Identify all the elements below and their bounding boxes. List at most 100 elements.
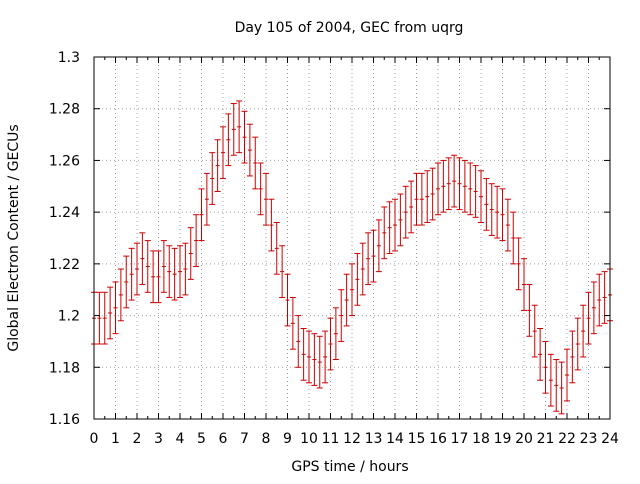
chart-title: Day 105 of 2004, GEC from uqrg [235,20,464,36]
x-tick-label: 1 [111,431,120,447]
x-tick-label: 19 [494,431,512,447]
error-bar [585,291,592,345]
error-bar [451,154,458,208]
y-tick-label: 1.3 [58,50,80,66]
error-bar [134,242,140,296]
x-tick-label: 11 [322,431,340,447]
error-bar [456,157,463,211]
x-tick-label: 4 [176,431,185,447]
x-tick-label: 14 [386,431,404,447]
error-bar [510,211,517,265]
error-bar [365,232,372,286]
error-bar [182,242,189,296]
error-bar [564,348,570,402]
error-bar [596,273,603,327]
x-tick-label: 3 [154,431,163,447]
x-tick-label: 15 [408,431,426,447]
error-bar [472,165,479,218]
error-bar [515,237,522,291]
error-bar [117,268,124,322]
error-bar [311,333,318,386]
error-bar [531,304,538,358]
x-tick-label: 24 [601,431,619,447]
x-tick-label: 0 [90,431,99,447]
error-bar [96,291,103,345]
error-bar [295,315,302,368]
x-tick-label: 7 [240,431,249,447]
error-bar [230,103,237,156]
error-bar [478,170,484,223]
error-bar [590,281,597,335]
error-bar [332,307,339,361]
y-tick-label: 1.18 [49,360,80,376]
x-tick-label: 5 [197,431,206,447]
error-bar [467,162,474,216]
error-bar [542,340,549,394]
x-tick-label: 9 [283,431,292,447]
error-bar [349,263,355,317]
error-bar [521,258,527,311]
error-bar [107,286,114,340]
error-bar [354,253,361,306]
error-bar [547,353,554,407]
error-bar [429,167,436,221]
y-tick-label: 1.24 [49,205,80,221]
error-bar [435,162,441,216]
error-bar [225,113,232,167]
error-bar [343,273,350,327]
error-bar [263,172,269,226]
error-bar [198,188,205,242]
error-bar [359,242,366,296]
error-bar [316,335,323,389]
error-bar [381,206,388,260]
x-tick-label: 13 [365,431,383,447]
error-bar [375,219,382,273]
error-bar [392,198,398,252]
x-tick-label: 8 [262,431,271,447]
axes: 0 1 2 3 4 5 6 7 8 9 10 11 12 13 14 15 16 17 18 19 20 21 22 23 24… [49,50,619,447]
x-tick-label: 22 [558,431,576,447]
x-tick-label: 2 [133,431,142,447]
error-bar [445,157,452,211]
error-bar [150,250,157,304]
error-bar [483,178,490,231]
error-bar [257,162,264,216]
error-bar [246,123,253,177]
error-bar [160,240,167,293]
error-bar [408,180,415,234]
error-bar [123,255,130,309]
error-bar [236,100,243,154]
error-bar [144,240,151,293]
error-bar [322,330,329,384]
error-bar [488,183,495,236]
error-bar [504,198,511,252]
error-bar [499,188,506,242]
error-bar [574,317,581,371]
error-bar [306,330,312,384]
error-bar [139,232,146,286]
error-bar [601,271,608,324]
error-bar [300,328,307,381]
x-tick-label: 20 [515,431,533,447]
error-bar [494,185,501,239]
error-bar [166,245,173,298]
error-bar [386,201,393,255]
error-bar [177,245,183,298]
x-tick-label: 17 [451,431,469,447]
y-tick-label: 1.16 [49,412,80,428]
y-axis-label: Global Electron Content / GECUs [6,124,22,351]
x-tick-label: 10 [300,431,318,447]
error-bar [440,159,447,213]
error-bar [338,289,345,342]
error-bar [402,185,409,239]
error-bar [279,245,286,298]
error-bar [241,110,248,164]
y-tick-label: 1.2 [58,309,80,325]
error-bar [187,227,194,280]
error-bar [101,291,108,345]
y-tick-label: 1.28 [49,102,80,118]
x-tick-label: 12 [343,431,361,447]
error-bar [370,229,377,283]
error-bar [252,136,259,190]
